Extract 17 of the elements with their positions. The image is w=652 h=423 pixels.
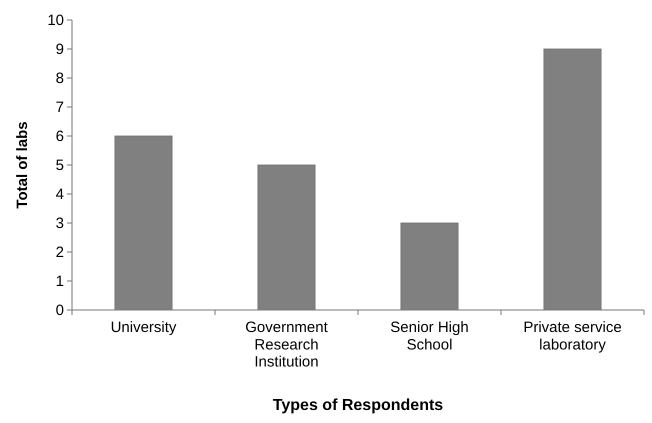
x-axis-title: Types of Respondents bbox=[272, 397, 444, 414]
y-tick-label: 2 bbox=[56, 244, 64, 261]
y-tick-label: 6 bbox=[56, 128, 64, 145]
y-tick-label: 9 bbox=[56, 40, 64, 58]
x-tick-label: Private service laboratory bbox=[523, 319, 622, 354]
y-tick-label: 0 bbox=[56, 302, 64, 319]
y-tick-label: 1 bbox=[56, 272, 64, 290]
y-tick-label: 10 bbox=[47, 12, 64, 29]
x-tick-label: Senior High School bbox=[390, 319, 469, 354]
y-tick-label: 4 bbox=[56, 186, 64, 203]
y-tick-label: 3 bbox=[56, 214, 64, 232]
y-tick-label: 8 bbox=[56, 70, 64, 87]
x-tick-label: University bbox=[110, 319, 177, 336]
y-tick-label: 5 bbox=[56, 156, 64, 174]
y-tick-label: 7 bbox=[56, 98, 64, 116]
y-axis-title: Total of labs bbox=[14, 121, 31, 209]
x-tick-label: Government Research Institution bbox=[245, 319, 329, 370]
